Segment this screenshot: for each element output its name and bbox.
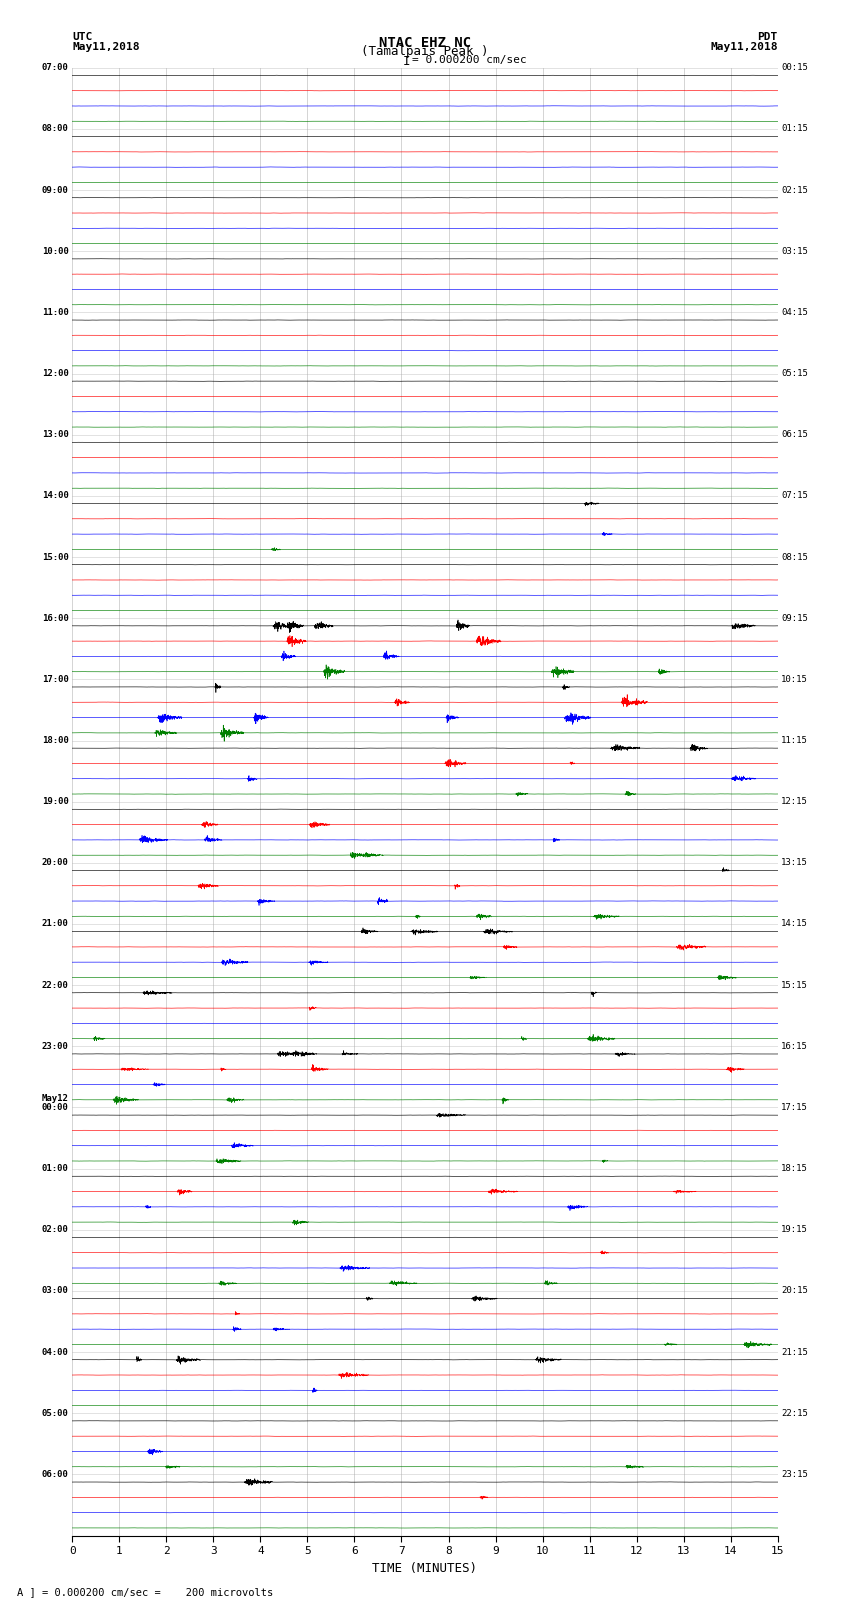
Text: 14:15: 14:15	[781, 919, 808, 929]
Text: 10:15: 10:15	[781, 674, 808, 684]
Text: 02:15: 02:15	[781, 185, 808, 195]
Text: 05:15: 05:15	[781, 369, 808, 377]
Text: 12:15: 12:15	[781, 797, 808, 806]
Text: 05:00: 05:00	[42, 1408, 69, 1418]
Text: 18:00: 18:00	[42, 736, 69, 745]
Text: 08:15: 08:15	[781, 553, 808, 561]
Text: 20:00: 20:00	[42, 858, 69, 868]
Text: 22:15: 22:15	[781, 1408, 808, 1418]
Text: I: I	[403, 55, 410, 68]
Text: 01:15: 01:15	[781, 124, 808, 134]
Text: 09:15: 09:15	[781, 613, 808, 623]
Text: 11:00: 11:00	[42, 308, 69, 316]
Text: 06:00: 06:00	[42, 1469, 69, 1479]
Text: 23:00: 23:00	[42, 1042, 69, 1050]
Text: NTAC EHZ NC: NTAC EHZ NC	[379, 37, 471, 50]
Text: 07:15: 07:15	[781, 492, 808, 500]
Text: May11,2018: May11,2018	[711, 42, 778, 52]
Text: 08:00: 08:00	[42, 124, 69, 134]
Text: (Tamalpais Peak ): (Tamalpais Peak )	[361, 45, 489, 58]
Text: 01:00: 01:00	[42, 1165, 69, 1173]
Text: 15:15: 15:15	[781, 981, 808, 990]
Text: 19:00: 19:00	[42, 797, 69, 806]
Text: 13:00: 13:00	[42, 431, 69, 439]
Text: 13:15: 13:15	[781, 858, 808, 868]
X-axis label: TIME (MINUTES): TIME (MINUTES)	[372, 1561, 478, 1574]
Text: 15:00: 15:00	[42, 553, 69, 561]
Text: 23:15: 23:15	[781, 1469, 808, 1479]
Text: May12: May12	[42, 1094, 69, 1103]
Text: 11:15: 11:15	[781, 736, 808, 745]
Text: 00:15: 00:15	[781, 63, 808, 73]
Text: 21:15: 21:15	[781, 1347, 808, 1357]
Text: 10:00: 10:00	[42, 247, 69, 256]
Text: 16:00: 16:00	[42, 613, 69, 623]
Text: 17:15: 17:15	[781, 1103, 808, 1111]
Text: May11,2018: May11,2018	[72, 42, 139, 52]
Text: 00:00: 00:00	[42, 1103, 69, 1111]
Text: 19:15: 19:15	[781, 1226, 808, 1234]
Text: 16:15: 16:15	[781, 1042, 808, 1050]
Text: 22:00: 22:00	[42, 981, 69, 990]
Text: 02:00: 02:00	[42, 1226, 69, 1234]
Text: 09:00: 09:00	[42, 185, 69, 195]
Text: 18:15: 18:15	[781, 1165, 808, 1173]
Text: 04:00: 04:00	[42, 1347, 69, 1357]
Text: 21:00: 21:00	[42, 919, 69, 929]
Text: 03:00: 03:00	[42, 1287, 69, 1295]
Text: 14:00: 14:00	[42, 492, 69, 500]
Text: 06:15: 06:15	[781, 431, 808, 439]
Text: 12:00: 12:00	[42, 369, 69, 377]
Text: 07:00: 07:00	[42, 63, 69, 73]
Text: A ] = 0.000200 cm/sec =    200 microvolts: A ] = 0.000200 cm/sec = 200 microvolts	[17, 1587, 273, 1597]
Text: UTC: UTC	[72, 32, 93, 42]
Text: 03:15: 03:15	[781, 247, 808, 256]
Text: PDT: PDT	[757, 32, 778, 42]
Text: 17:00: 17:00	[42, 674, 69, 684]
Text: = 0.000200 cm/sec: = 0.000200 cm/sec	[412, 55, 527, 65]
Text: 04:15: 04:15	[781, 308, 808, 316]
Text: 20:15: 20:15	[781, 1287, 808, 1295]
